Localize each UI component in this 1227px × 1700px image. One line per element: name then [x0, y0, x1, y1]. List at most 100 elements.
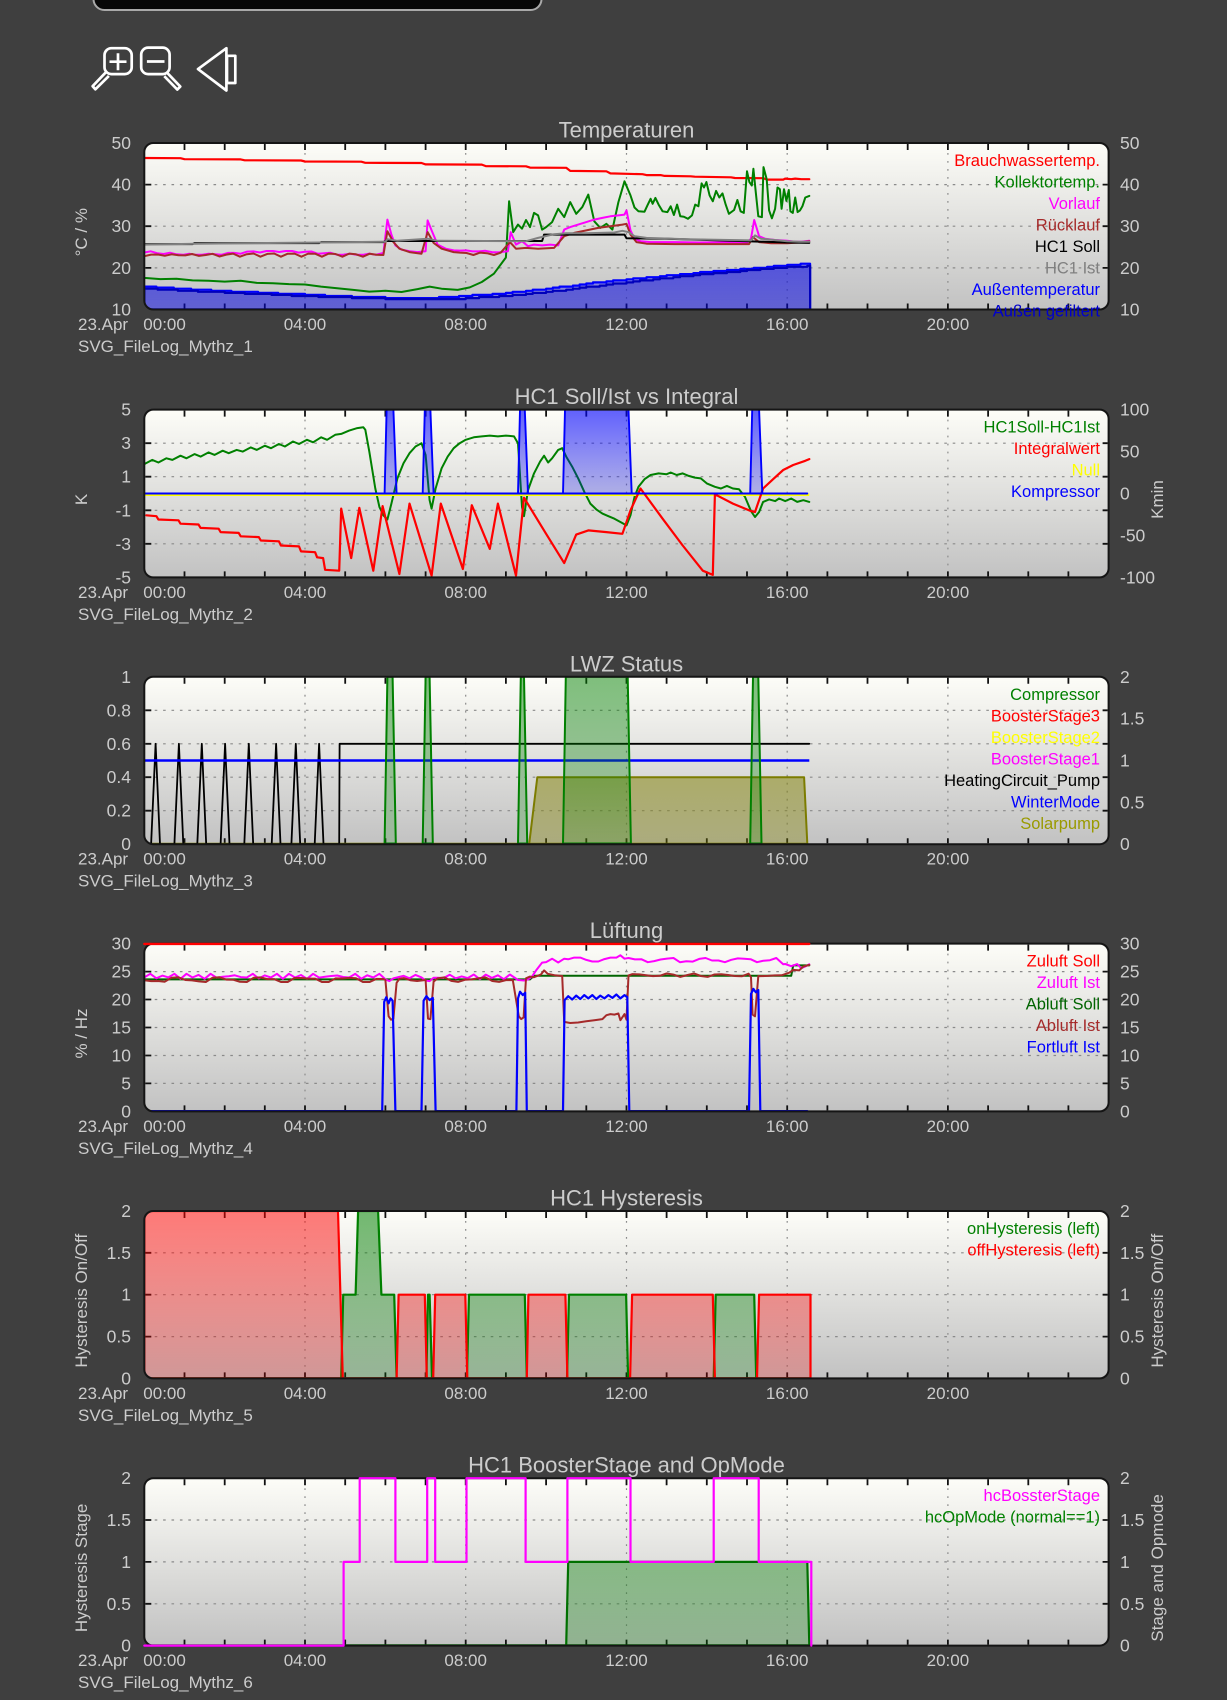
svg-text:Integralwert: Integralwert	[1014, 440, 1101, 458]
svg-text:1: 1	[1120, 751, 1130, 771]
svg-text:HeatingCircuit_Pump: HeatingCircuit_Pump	[944, 772, 1100, 790]
svg-text:0: 0	[121, 834, 131, 854]
svg-text:HC1 Ist: HC1 Ist	[1045, 260, 1100, 278]
svg-text:Brauchwassertemp.: Brauchwassertemp.	[954, 152, 1100, 170]
svg-text:0.8: 0.8	[107, 700, 131, 720]
svg-text:20: 20	[1120, 990, 1140, 1010]
svg-text:23.Apr: 23.Apr	[78, 583, 128, 602]
svg-text:12:00: 12:00	[605, 850, 648, 869]
svg-text:30: 30	[1120, 934, 1140, 954]
svg-text:Kollektortemp.: Kollektortemp.	[995, 174, 1100, 192]
svg-text:K: K	[72, 493, 91, 505]
svg-text:-50: -50	[1120, 526, 1146, 546]
svg-text:30: 30	[1120, 216, 1140, 236]
svg-text:Zuluft Soll: Zuluft Soll	[1027, 953, 1100, 971]
svg-text:Zuluft Ist: Zuluft Ist	[1037, 974, 1101, 992]
svg-text:08:00: 08:00	[444, 850, 487, 869]
svg-text:SVG_FileLog_Mythz_5: SVG_FileLog_Mythz_5	[78, 1406, 253, 1425]
svg-text:0.5: 0.5	[1120, 792, 1144, 812]
svg-text:0.5: 0.5	[107, 1327, 131, 1347]
svg-text:Kompressor: Kompressor	[1011, 483, 1100, 501]
svg-text:23.Apr: 23.Apr	[78, 315, 128, 334]
svg-text:00:00: 00:00	[143, 1384, 186, 1403]
svg-text:BoosterStage1: BoosterStage1	[991, 750, 1100, 768]
svg-text:Kmin: Kmin	[1148, 480, 1167, 519]
svg-text:0.2: 0.2	[107, 801, 131, 821]
svg-text:50: 50	[1120, 133, 1140, 153]
svg-text:Außen gefiltert: Außen gefiltert	[993, 303, 1101, 321]
svg-text:Hysteresis On/Off: Hysteresis On/Off	[1148, 1234, 1167, 1368]
svg-text:1: 1	[121, 667, 131, 687]
svg-text:12:00: 12:00	[605, 583, 648, 602]
svg-text:16:00: 16:00	[766, 583, 809, 602]
svg-text:50: 50	[1120, 442, 1140, 462]
svg-text:5: 5	[121, 400, 131, 420]
svg-text:HC1 BoosterStage and OpMode: HC1 BoosterStage and OpMode	[468, 1453, 785, 1478]
svg-text:Stage and Opmode: Stage and Opmode	[1148, 1494, 1167, 1641]
svg-text:0: 0	[1120, 1368, 1130, 1388]
svg-text:1.5: 1.5	[1120, 1510, 1144, 1530]
svg-text:20: 20	[1120, 258, 1140, 278]
svg-text:HC1Soll-HC1Ist: HC1Soll-HC1Ist	[984, 419, 1101, 437]
svg-text:1: 1	[121, 467, 131, 487]
svg-text:08:00: 08:00	[444, 583, 487, 602]
svg-text:0: 0	[121, 1636, 131, 1656]
svg-text:1: 1	[1120, 1285, 1130, 1305]
svg-text:23.Apr: 23.Apr	[78, 1651, 128, 1670]
svg-text:15: 15	[1120, 1018, 1139, 1038]
svg-text:1.5: 1.5	[1120, 709, 1144, 729]
svg-text:12:00: 12:00	[605, 1651, 648, 1670]
svg-text:00:00: 00:00	[143, 1651, 186, 1670]
svg-text:100: 100	[1120, 400, 1149, 420]
svg-text:16:00: 16:00	[766, 315, 809, 334]
svg-text:16:00: 16:00	[766, 1384, 809, 1403]
svg-text:1: 1	[121, 1552, 131, 1572]
svg-text:HC1 Soll: HC1 Soll	[1035, 238, 1100, 256]
svg-text:04:00: 04:00	[284, 315, 327, 334]
svg-text:12:00: 12:00	[605, 1117, 648, 1136]
svg-text:23.Apr: 23.Apr	[78, 1117, 128, 1136]
svg-text:08:00: 08:00	[444, 1384, 487, 1403]
svg-text:20: 20	[112, 258, 132, 278]
svg-text:2: 2	[121, 1201, 131, 1221]
svg-text:% / Hz: % / Hz	[72, 1008, 91, 1058]
svg-text:0.5: 0.5	[1120, 1327, 1144, 1347]
svg-text:SVG_FileLog_Mythz_2: SVG_FileLog_Mythz_2	[78, 605, 253, 624]
svg-text:LWZ Status: LWZ Status	[570, 651, 683, 676]
svg-text:0.4: 0.4	[107, 767, 132, 787]
svg-text:2: 2	[1120, 1468, 1130, 1488]
svg-text:Rücklauf: Rücklauf	[1036, 217, 1101, 235]
svg-text:0: 0	[1120, 834, 1130, 854]
svg-text:0: 0	[121, 1368, 131, 1388]
svg-text:08:00: 08:00	[444, 315, 487, 334]
svg-text:12:00: 12:00	[605, 315, 648, 334]
svg-text:2: 2	[1120, 667, 1130, 687]
svg-text:SVG_FileLog_Mythz_1: SVG_FileLog_Mythz_1	[78, 337, 253, 356]
svg-text:04:00: 04:00	[284, 1651, 327, 1670]
svg-text:Hysteresis Stage: Hysteresis Stage	[72, 1504, 91, 1633]
svg-text:0.6: 0.6	[107, 734, 131, 754]
svg-text:08:00: 08:00	[444, 1117, 487, 1136]
svg-text:00:00: 00:00	[143, 1117, 186, 1136]
svg-text:Abluft Soll: Abluft Soll	[1026, 996, 1100, 1014]
svg-text:40: 40	[1120, 175, 1140, 195]
svg-text:3: 3	[121, 433, 131, 453]
svg-text:Fortluft Ist: Fortluft Ist	[1027, 1039, 1101, 1057]
svg-text:0.5: 0.5	[1120, 1594, 1144, 1614]
svg-text:20:00: 20:00	[927, 583, 970, 602]
svg-text:Abluft Ist: Abluft Ist	[1036, 1017, 1101, 1035]
svg-text:1.5: 1.5	[107, 1243, 131, 1263]
svg-text:°C / %: °C / %	[72, 208, 91, 256]
svg-text:SVG_FileLog_Mythz_3: SVG_FileLog_Mythz_3	[78, 872, 253, 891]
svg-text:12:00: 12:00	[605, 1384, 648, 1403]
svg-text:20:00: 20:00	[927, 1384, 970, 1403]
svg-text:20:00: 20:00	[927, 1651, 970, 1670]
svg-text:Hysteresis On/Off: Hysteresis On/Off	[72, 1234, 91, 1368]
svg-text:20:00: 20:00	[927, 315, 970, 334]
svg-text:-1: -1	[115, 500, 131, 520]
svg-text:Lüftung: Lüftung	[590, 918, 663, 943]
svg-text:23.Apr: 23.Apr	[78, 1384, 128, 1403]
svg-text:-100: -100	[1120, 567, 1155, 587]
svg-text:2: 2	[1120, 1201, 1130, 1221]
svg-text:HC1 Hysteresis: HC1 Hysteresis	[550, 1186, 703, 1211]
